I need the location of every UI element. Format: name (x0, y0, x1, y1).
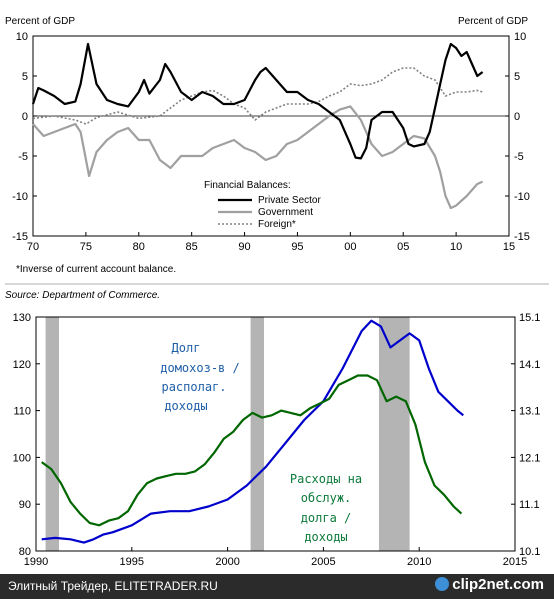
top-xtick-label: 75 (80, 241, 92, 253)
annotation-service-line-3: долга / (301, 511, 352, 525)
annotation-debt: Долг домохоз-в / располаг. доходы (160, 341, 239, 413)
bottom-ytick-label-right: 13.1 (519, 406, 540, 418)
annotation-debt-line-2: домохоз-в / (160, 361, 239, 375)
recession-bar (250, 317, 265, 551)
household-debt-chart: 130 120 110 100 90 80 15.1 14.1 13.1 12.1 11.1 10.… (13, 312, 541, 568)
bottom-ytick-label-left: 120 (13, 359, 31, 371)
bottom-right-y-ticks: 15.1 14.1 13.1 12.1 11.1 10.1 (511, 312, 540, 558)
bottom-plot-frame (35, 316, 516, 552)
bottom-ytick-label-left: 80 (19, 546, 31, 558)
bottom-ytick-label-right: 15.1 (519, 312, 540, 324)
bottom-ytick-label-left: 100 (13, 452, 31, 464)
top-plot-frame (32, 35, 510, 237)
bottom-ytick-label-right: 11.1 (519, 499, 540, 511)
bottom-left-y-ticks: 130 120 110 100 90 80 (13, 312, 40, 558)
top-ytick-label-right: -5 (514, 151, 524, 163)
top-xtick-label: 90 (238, 241, 250, 253)
charts-canvas: Percent of GDP Percent of GDP 10 105 50 0-5… (5, 16, 549, 568)
clip2net-logo-icon (435, 577, 450, 591)
top-ytick-label-left: -10 (12, 191, 28, 203)
series-line-foreign (32, 67, 483, 125)
recession-bar (45, 317, 59, 551)
bottom-series (41, 319, 464, 544)
bottom-ytick-label-right: 10.1 (519, 546, 540, 558)
bottom-xtick-label: 1990 (24, 556, 48, 568)
top-ytick-label-left: -5 (18, 151, 28, 163)
bottom-ytick-label-left: 130 (13, 312, 31, 324)
annotation-service: Расходы на обслуж. долга / доходы (290, 472, 362, 544)
top-xtick-label: 95 (291, 241, 303, 253)
top-ytick-label-left: 10 (16, 31, 28, 43)
series-line-government (32, 105, 484, 210)
top-ytick-label-left: 0 (22, 111, 28, 123)
bottom-ytick-label-left: 90 (19, 499, 31, 511)
bottom-plot-bg (36, 317, 515, 551)
top-series (31, 42, 484, 210)
annotation-debt-line-4: доходы (164, 399, 207, 413)
legend: Financial Balances: Private Sector Gover… (204, 180, 321, 230)
top-x-ticks: 70 75 80 85 90 95 00 05 10 15 (27, 232, 515, 253)
top-xtick-label: 00 (344, 241, 356, 253)
footnote: *Inverse of current account balance. (16, 264, 176, 275)
clip2net-logo[interactable]: clip2net.com (435, 576, 544, 593)
right-axis-label: Percent of GDP (458, 16, 528, 27)
annotation-service-line-1: Расходы на (290, 472, 362, 486)
bottom-ytick-label-left: 110 (13, 406, 31, 418)
top-xtick-label: 10 (450, 241, 462, 253)
top-xtick-label: 05 (397, 241, 409, 253)
left-axis-label: Percent of GDP (5, 16, 75, 27)
footer-bar: Элитный Трейдер, ELITETRADER.RU clip2net… (0, 574, 554, 599)
top-xtick-label: 70 (27, 241, 39, 253)
legend-label-foreign: Foreign* (258, 219, 296, 230)
top-ytick-label-right: 5 (514, 71, 520, 83)
recession-bars (45, 317, 410, 551)
top-xtick-label: 15 (503, 241, 515, 253)
top-ytick-label-right: 0 (514, 111, 520, 123)
bottom-xtick-label: 2010 (407, 556, 431, 568)
top-ytick-label-right: -15 (514, 231, 530, 243)
bottom-x-ticks: 1990 1995 2000 2005 2010 2015 (24, 547, 527, 568)
top-xtick-label: 85 (186, 241, 198, 253)
annotation-debt-line-1: Долг (172, 341, 201, 355)
recession-bar (378, 317, 410, 551)
footer-site-text: Элитный Трейдер, ELITETRADER.RU (8, 579, 218, 593)
top-ytick-label-right: -10 (514, 191, 530, 203)
annotation-service-line-2: обслуж. (301, 491, 352, 505)
series-line-debt-service (41, 374, 463, 527)
annotation-debt-line-3: располаг. (161, 380, 226, 394)
series-line-household-debt (41, 319, 464, 544)
bottom-ytick-label-right: 14.1 (519, 359, 540, 371)
source-note: Source: Department of Commerce. (5, 290, 160, 301)
bottom-xtick-label: 1995 (120, 556, 144, 568)
bottom-xtick-label: 2000 (215, 556, 239, 568)
top-xtick-label: 80 (133, 241, 145, 253)
legend-title: Financial Balances: (204, 180, 291, 191)
bottom-xtick-label: 2005 (311, 556, 335, 568)
financial-balances-chart: Percent of GDP Percent of GDP 10 105 50 0-5… (5, 16, 549, 301)
top-ytick-label-left: 5 (22, 71, 28, 83)
annotation-service-line-4: доходы (304, 530, 347, 544)
bottom-ytick-label-right: 12.1 (519, 452, 540, 464)
legend-label-government: Government (258, 207, 313, 218)
legend-label-private: Private Sector (258, 195, 321, 206)
series-line-private-sector (31, 42, 484, 160)
clip2net-logo-text: clip2net.com (452, 576, 544, 593)
top-y-ticks: 10 10 5 5 0 0 -5 -5 -10 -10 -15 -15 (12, 31, 530, 243)
bottom-xtick-label: 2015 (503, 556, 527, 568)
top-ytick-label-right: 10 (514, 31, 526, 43)
top-ytick-label-left: -15 (12, 231, 28, 243)
